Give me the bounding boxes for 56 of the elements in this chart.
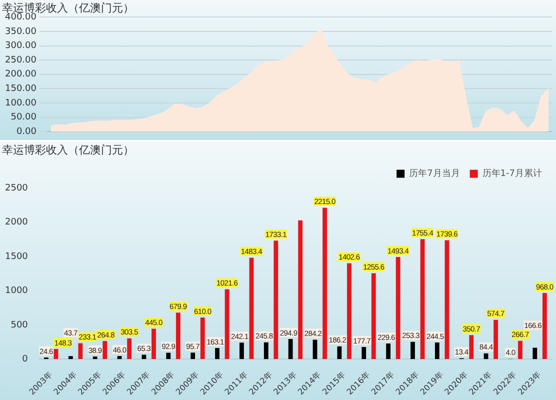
- bar: [215, 348, 220, 360]
- y-tick-label: 100.00: [4, 98, 37, 108]
- bar: [518, 340, 522, 360]
- bar: [469, 335, 474, 360]
- y-tick-label: 250.00: [4, 55, 37, 66]
- bar: [224, 289, 230, 360]
- y-tick-label: 50.00: [10, 112, 37, 123]
- bar: [240, 342, 244, 360]
- bar: [78, 343, 83, 360]
- bar: [494, 320, 498, 360]
- y-tick-label: 2000: [5, 218, 28, 228]
- bar: [362, 347, 366, 360]
- bar: [371, 273, 376, 360]
- y-tick-label: 1500: [5, 252, 28, 262]
- bar: [68, 356, 73, 360]
- y-tick-label: 150.00: [4, 84, 37, 94]
- y-tick-label: 0: [22, 354, 28, 364]
- bar: [532, 348, 538, 360]
- chart-title: 幸运博彩收入（亿澳门元）: [2, 143, 134, 156]
- legend-label: 历年7月当月: [409, 168, 460, 180]
- bar: [190, 352, 196, 360]
- bar: [176, 312, 180, 360]
- bar: [92, 356, 98, 360]
- bar: [142, 354, 146, 360]
- bar: [386, 343, 390, 360]
- y-tick-label: 400.00: [4, 12, 37, 23]
- bar: [312, 340, 318, 360]
- bar: [410, 342, 415, 360]
- bar: [434, 342, 440, 360]
- bar: [288, 338, 293, 360]
- y-tick-label: 300.00: [4, 41, 37, 52]
- bar: [322, 208, 327, 360]
- chart-title: 幸运博彩收入（亿澳门元）: [2, 1, 134, 14]
- y-tick-label: 1000: [5, 286, 28, 296]
- bar: [420, 239, 425, 360]
- bar: [152, 328, 156, 360]
- y-tick-label: 500: [10, 320, 28, 330]
- y-tick-label: 200.00: [4, 70, 37, 80]
- bar: [298, 220, 303, 360]
- y-tick-label: 0.00: [16, 126, 37, 137]
- bar: [347, 263, 352, 360]
- bar: [102, 341, 108, 360]
- bar: [337, 346, 342, 360]
- bar: [166, 352, 171, 360]
- bar: [542, 292, 547, 360]
- bar: [396, 257, 400, 360]
- bar: [54, 349, 58, 360]
- bar: [264, 342, 268, 360]
- bar: [274, 240, 278, 360]
- y-tick-label: 350.00: [4, 26, 37, 37]
- bar: [127, 338, 132, 360]
- bar: [444, 240, 450, 360]
- legend-label: 历年1-7月累计: [482, 168, 542, 180]
- y-tick-label: 2500: [5, 184, 28, 194]
- bar: [200, 317, 205, 360]
- bar: [249, 258, 254, 360]
